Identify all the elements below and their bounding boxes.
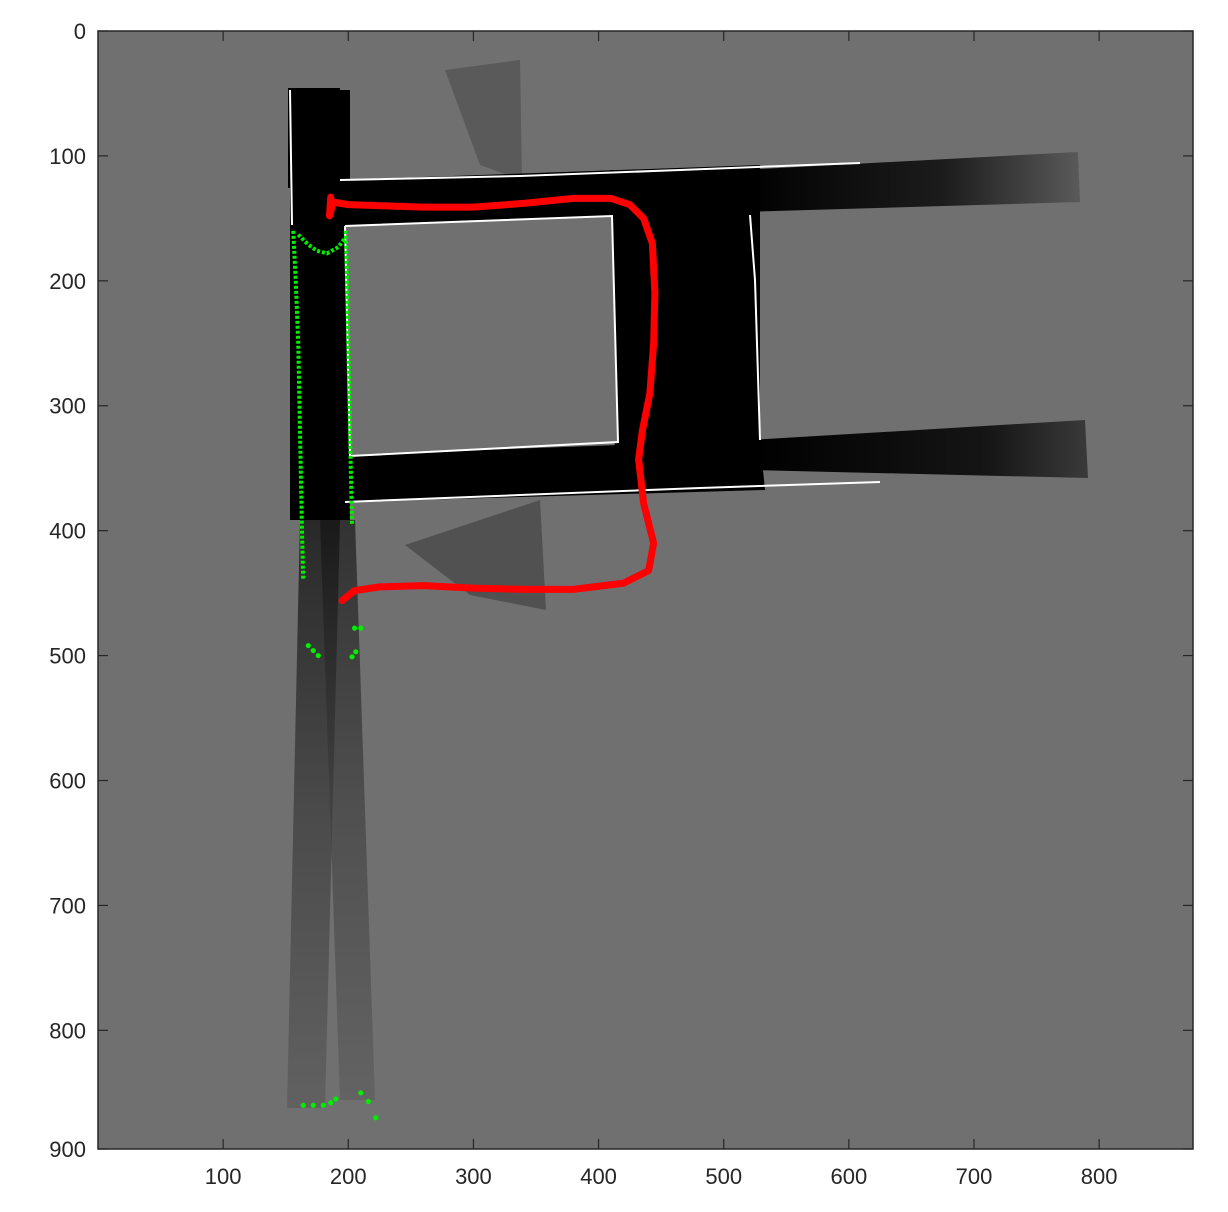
scan-layer <box>291 230 379 1121</box>
left-wall-scan <box>291 230 306 581</box>
y-tick-label: 0 <box>74 19 86 44</box>
outer-wall-top <box>339 162 861 181</box>
y-tick-label: 400 <box>49 519 86 544</box>
scan-point <box>328 1100 334 1106</box>
scan-point <box>320 1102 326 1108</box>
inner-wall <box>344 214 620 458</box>
axes-box <box>97 30 1194 1150</box>
top-corridor-ray-fan <box>740 152 1080 212</box>
scan-point <box>349 654 355 660</box>
bottom-corridor <box>340 440 765 502</box>
map-layer <box>287 60 1088 1121</box>
y-tick-label: 100 <box>49 144 86 169</box>
scan-point <box>315 652 321 659</box>
scan-point <box>358 1090 364 1096</box>
walls <box>289 89 881 503</box>
scan-point <box>353 649 359 655</box>
y-tick-label: 900 <box>49 1137 86 1162</box>
scan-point <box>373 1115 379 1121</box>
trajectory-line <box>326 193 659 605</box>
scan-point <box>310 647 316 654</box>
free-space <box>288 88 765 520</box>
downward-ray-fan-right <box>320 520 375 1100</box>
y-tick-label: 200 <box>49 269 86 294</box>
upper-ray-fan <box>445 60 522 180</box>
y-tick-label: 800 <box>49 1018 86 1043</box>
scan-point <box>358 625 364 631</box>
x-tick-label: 600 <box>830 1164 867 1189</box>
x-tick-label: 400 <box>580 1164 617 1189</box>
scan-point <box>310 1102 316 1108</box>
inner-room-block <box>345 216 618 456</box>
y-tick-label: 700 <box>49 893 86 918</box>
outer-wall-bottom <box>344 481 881 503</box>
scan-point <box>333 1096 339 1102</box>
x-tick-label: 100 <box>205 1164 242 1189</box>
y-axis: 0 100 200 300 400 500 600 700 800 900 <box>49 19 1193 1162</box>
x-tick-label: 800 <box>1081 1164 1118 1189</box>
y-tick-label: 600 <box>49 768 86 793</box>
x-axis: 100 200 300 400 500 600 700 800 <box>205 31 1118 1189</box>
right-room-wall <box>749 214 761 441</box>
x-tick-label: 300 <box>455 1164 492 1189</box>
bottom-corridor-ray-fan <box>750 420 1088 478</box>
right-wall-scan <box>343 230 355 525</box>
right-room <box>610 170 760 460</box>
trajectory-layer <box>326 193 659 605</box>
scan-point <box>305 642 311 649</box>
x-tick-label: 200 <box>330 1164 367 1189</box>
y-tick-label: 500 <box>49 644 86 669</box>
lower-ray-fan <box>405 500 546 610</box>
scan-point <box>351 625 358 631</box>
scan-point <box>300 1102 306 1108</box>
scan-point <box>365 1098 371 1105</box>
x-tick-label: 700 <box>956 1164 993 1189</box>
vertical-corridor-top <box>288 88 340 188</box>
x-tick-label: 500 <box>705 1164 742 1189</box>
door-scan <box>296 233 348 256</box>
y-tick-label: 300 <box>49 394 86 419</box>
left-wall <box>289 89 293 226</box>
